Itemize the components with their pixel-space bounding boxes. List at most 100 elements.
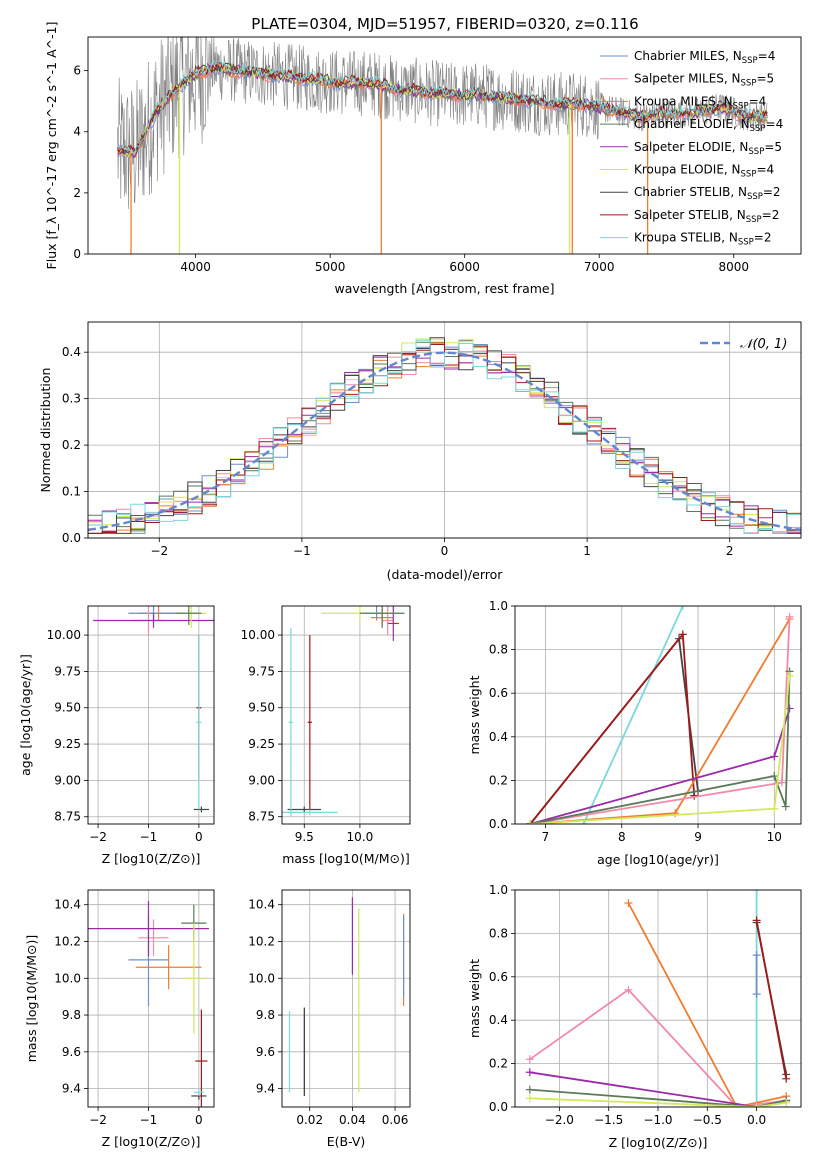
- weight-point: [752, 916, 761, 925]
- plot-residuals: −2 −1 0 1 2 0.0 0.1 0.2 0.3 0.4 (data-model)/error…: [38, 321, 802, 582]
- spectrum-data-line: [117, 37, 768, 210]
- weight-point: [770, 804, 779, 813]
- y-tick-label: 0.0: [489, 1100, 508, 1114]
- weight-line-chabrier_elodie: [529, 1088, 787, 1107]
- y-tick-label: 0.8: [489, 926, 508, 940]
- x-tick-label: 7000: [584, 260, 615, 274]
- x-tick-label: 0.0: [747, 1113, 766, 1127]
- legend-label: Salpeter STELIB, NSSP=2: [634, 208, 779, 225]
- legend-label: 𝒩(0, 1): [740, 337, 787, 352]
- legend-label: Salpeter ELODIE, NSSP=5: [634, 140, 782, 157]
- x-tick-label: 0: [195, 830, 203, 844]
- plot-area: [117, 37, 768, 254]
- x-axis-label: wavelength [Angstrom, rest frame]: [334, 281, 554, 296]
- weight-line-kroupa_miles: [627, 902, 787, 1107]
- x-tick-label: −2: [89, 1113, 107, 1127]
- legend-label: Kroupa ELODIE, NSSP=4: [634, 163, 774, 180]
- y-tick-label: 6: [73, 64, 81, 78]
- y-tick-label: 9.75: [248, 664, 275, 678]
- y-axis-label: age [log10(age/yr)]: [18, 654, 33, 776]
- weight-point: [525, 1085, 534, 1094]
- legend-label: Chabrier ELODIE, NSSP=4: [634, 117, 783, 134]
- y-tick-label: 9.4: [62, 1082, 81, 1096]
- x-tick-label: 2: [726, 544, 734, 558]
- y-tick-label: 9.25: [248, 737, 275, 751]
- x-tick-label: −1: [140, 830, 158, 844]
- plot-massweight_vs_age: 7 8 9 10 0.0 0.2 0.4 0.6 0.8 1.0 age [log10(age/yr…: [467, 599, 802, 867]
- y-tick-label: 0.6: [489, 686, 508, 700]
- weight-point: [690, 791, 699, 800]
- axes-frame: [281, 605, 411, 825]
- grid: [515, 605, 801, 825]
- x-tick-label: 9: [694, 830, 702, 844]
- weight-point: [752, 890, 761, 894]
- weight-point: [752, 951, 761, 960]
- y-tick-label: 10.4: [54, 898, 81, 912]
- x-axis-label: mass [log10(M/M⊙)]: [282, 851, 410, 866]
- weight-line-salpeter_miles: [530, 616, 791, 824]
- y-tick-label: 0.0: [62, 531, 81, 545]
- weight-point: [678, 606, 687, 610]
- x-tick-label: 6000: [449, 260, 480, 274]
- weight-point: [770, 772, 779, 781]
- axes: 0.02 0.04 0.06 9.4 9.6 9.8 10.0 10.2 10.4 E(B-V): [248, 889, 411, 1149]
- weight-point: [752, 1103, 761, 1107]
- x-tick-label: −0.5: [693, 1113, 722, 1127]
- y-tick-label: 0.4: [489, 730, 508, 744]
- axes: −2.0 −1.5 −1.0 −0.5 0.0 0.0 0.2 0.4 0.6 0.8 1.0 Z […: [467, 883, 802, 1150]
- axes-frame: [87, 321, 802, 539]
- y-tick-label: 9.50: [54, 701, 81, 715]
- x-axis-label: Z [log10(Z/Z⊙)]: [609, 1135, 708, 1150]
- legend-label: Salpeter MILES, NSSP=5: [634, 72, 774, 89]
- x-tick-label: −2: [150, 544, 168, 558]
- y-axis-label: Normed distribution: [38, 368, 53, 493]
- weight-point: [777, 778, 786, 787]
- plot-area: [88, 901, 209, 1107]
- y-tick-label: 1.0: [489, 883, 508, 897]
- gaussian-legend: 𝒩(0, 1): [700, 337, 787, 352]
- weight-point: [525, 1068, 534, 1077]
- weight-point: [785, 612, 794, 621]
- y-tick-label: 1.0: [489, 599, 508, 613]
- figure-title: PLATE=0304, MJD=51957, FIBERID=0320, z=0…: [251, 15, 638, 33]
- y-tick-label: 9.00: [248, 773, 275, 787]
- y-tick-label: 10.00: [47, 628, 81, 642]
- x-tick-label: 5000: [315, 260, 346, 274]
- x-tick-label: −1: [140, 1113, 158, 1127]
- axes-frame: [514, 605, 802, 825]
- grid: [282, 890, 410, 1107]
- weight-line-salpeter_stelib: [755, 920, 788, 1079]
- y-tick-label: 0.6: [489, 970, 508, 984]
- weight-point: [525, 1094, 534, 1103]
- x-tick-label: −1.5: [594, 1113, 623, 1127]
- axes: −2 −1 0 8.75 9.00 9.25 9.50 9.75 10.00 Z [log10(Z…: [18, 605, 215, 866]
- weight-line-salpeter_elodie: [530, 708, 791, 824]
- weight-line-salpeter_miles: [529, 988, 787, 1107]
- weight-point: [781, 802, 790, 811]
- axes-frame: [87, 605, 215, 825]
- weight-point: [785, 704, 794, 713]
- y-tick-label: 0.8: [489, 643, 508, 657]
- y-tick-label: 9.6: [256, 1045, 275, 1059]
- plot-spectrum: 4000 5000 6000 7000 8000 0 2 4 6 wavelength [Angs…: [44, 22, 802, 296]
- weight-line-chabrier_elodie: [530, 671, 791, 824]
- plot-massweight_vs_Z: −2.0 −1.5 −1.0 −0.5 0.0 0.0 0.2 0.4 0.6 0.8 1.0 Z […: [467, 883, 802, 1150]
- y-tick-label: 9.25: [54, 737, 81, 751]
- x-tick-label: 10.0: [347, 830, 374, 844]
- y-tick-label: 0.1: [62, 485, 81, 499]
- y-axis-label: mass weight: [467, 675, 482, 754]
- y-axis-label: Flux [f_λ 10^-17 erg cm^-2 s^-1 A^-1]: [44, 22, 59, 270]
- weight-point: [752, 990, 761, 999]
- x-tick-label: −2.0: [545, 1113, 574, 1127]
- x-tick-label: 1: [583, 544, 591, 558]
- y-tick-label: 2: [73, 186, 81, 200]
- weight-point: [624, 985, 633, 994]
- legend-label: Chabrier MILES, NSSP=4: [634, 49, 775, 66]
- weight-line-kroupa_elodie: [529, 1097, 787, 1107]
- weight-point: [526, 820, 535, 824]
- weight-point: [624, 899, 633, 908]
- plot-area: [93, 606, 214, 813]
- weight-point: [770, 752, 779, 761]
